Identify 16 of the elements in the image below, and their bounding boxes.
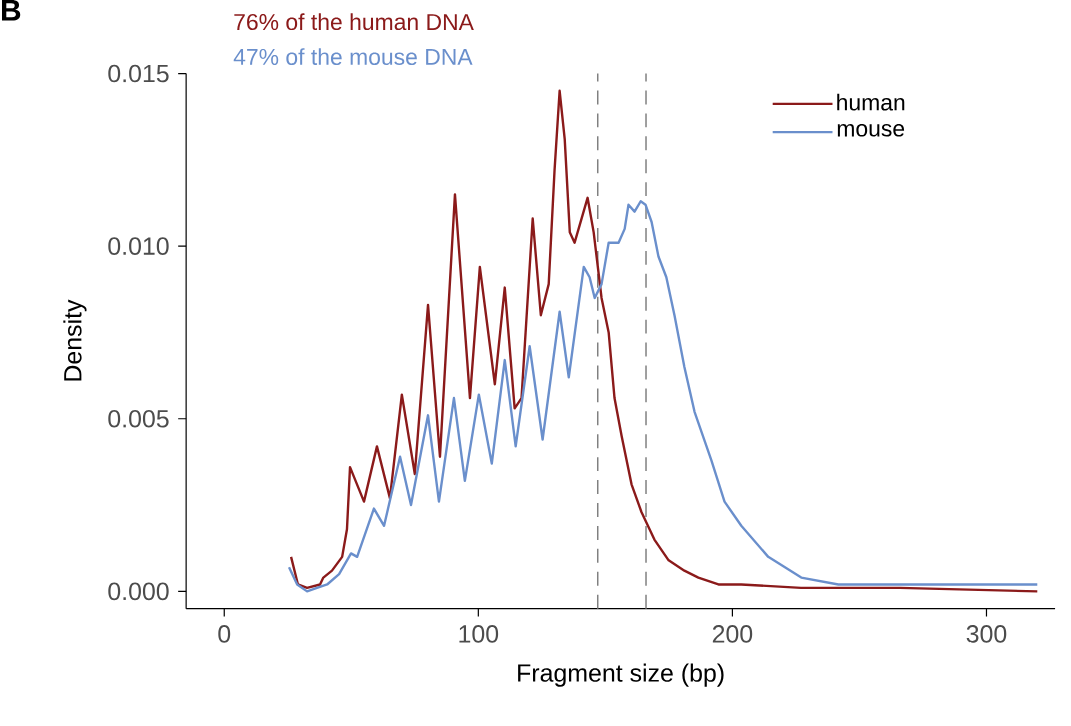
line-series — [289, 89, 1039, 593]
y-tick-label: 0.015 — [108, 64, 169, 83]
x-tick-label: 0 — [218, 625, 231, 643]
y-tick-label: 0.000 — [108, 582, 169, 601]
x-tick-label: 200 — [712, 625, 753, 643]
text: 76% of the human DNA — [234, 13, 474, 31]
y-tick-label: 0.005 — [108, 409, 169, 428]
text: 47% of the mouse DNA — [233, 48, 473, 65]
x-axis-title: Fragment size (bp) — [518, 663, 724, 687]
y-axis-title: Density — [63, 299, 87, 381]
x-tick-label: 300 — [966, 625, 1007, 643]
legend-label: mouse — [837, 123, 905, 137]
y-tick-label: 0.010 — [108, 237, 169, 255]
x-tick-label: 100 — [459, 625, 499, 643]
legend-label: human — [837, 93, 905, 111]
text: B — [1, 0, 21, 21]
